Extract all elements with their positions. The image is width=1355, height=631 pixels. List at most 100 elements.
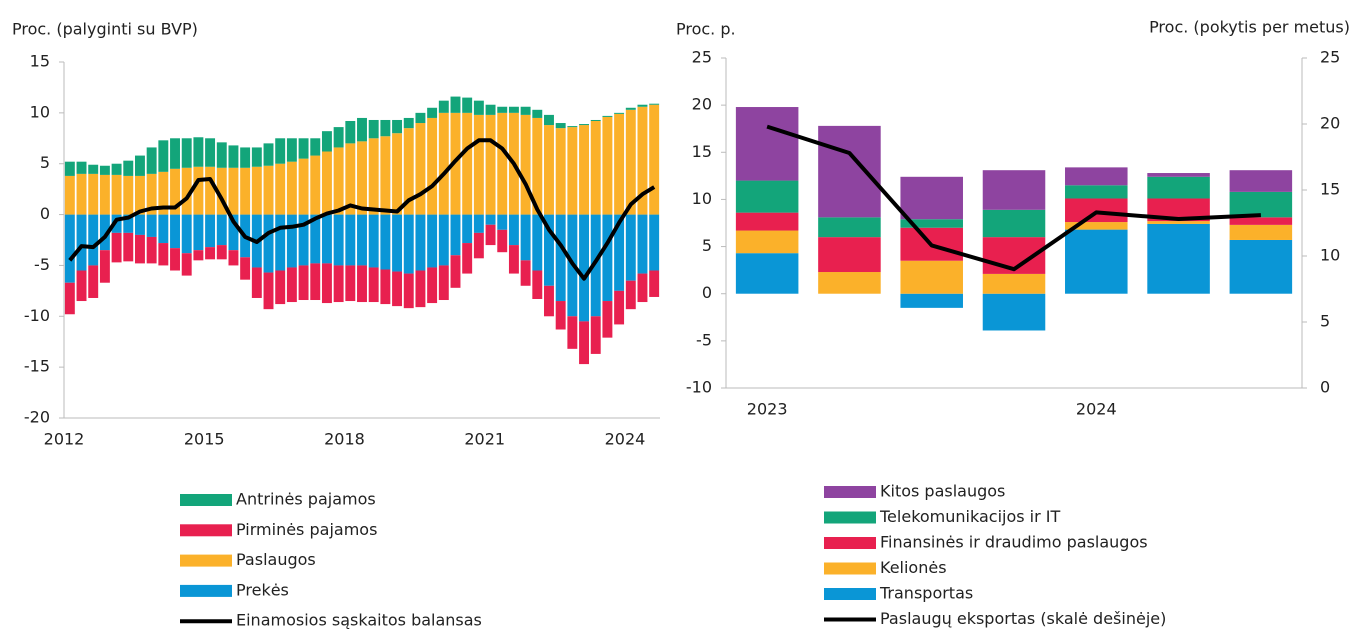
bar-segment [1147,173,1210,177]
bar-segment [735,107,799,181]
bar-segment [263,214,274,273]
bar-segment [158,243,169,266]
bar-segment [900,260,963,294]
bar-segment [134,155,145,176]
bar-segment [298,158,309,215]
legend-swatch [824,486,876,498]
legend-label: Kelionės [880,558,947,577]
bar-segment [590,120,601,215]
bar-segment [240,257,251,280]
bar-segment [321,151,332,215]
bar-segment [333,127,344,148]
bar-segment [216,167,227,215]
x-tick-label: 2024 [1076,400,1117,419]
y-tick-label: 10 [30,102,50,121]
bar-segment [251,166,262,215]
bar-segment [735,253,799,294]
bar-segment [473,114,484,215]
legend-label: Antrinės pajamos [236,490,376,509]
bar-segment [450,255,461,288]
bar-segment [298,214,309,266]
bar-segment [438,100,449,113]
y-tick-label: -5 [696,330,712,349]
bar-segment [357,265,367,303]
bar-segment [240,167,251,215]
bar-segment [1065,185,1128,199]
bar-segment [520,106,531,115]
bar-segment [310,138,321,156]
bar-segment [345,143,356,215]
bar-segment [427,117,438,215]
bar-segment [982,170,1046,210]
bar-segment [1229,217,1293,225]
bar-segment [462,112,473,215]
legend-label: Telekomunikacijos ir IT [879,507,1061,526]
bar-segment [532,214,543,271]
bar-segment [64,282,75,315]
y2-tick-label: 15 [1320,180,1340,199]
bar-segment [520,260,531,286]
bar-segment [216,214,227,246]
bar-segment [649,270,660,297]
bar-segment [1147,223,1210,294]
bar-segment [321,131,332,152]
bar-segment [368,119,379,139]
bar-segment [520,214,531,261]
bar-segment [275,270,286,305]
bar-segment [555,123,566,129]
bar-segment [99,174,110,215]
legend-swatch [824,588,876,600]
bar-segment [146,173,157,215]
bar-segment [99,214,110,251]
bar-segment [485,104,496,115]
bar-segment [900,293,963,308]
bar-segment [170,248,180,271]
bar-segment [263,165,274,215]
bar-segment [123,175,134,215]
bar-segment [590,119,601,121]
bar-segment [263,143,274,166]
bar-segment [76,214,87,271]
bar-segment [403,117,414,129]
bar-segment [649,103,660,105]
bar-segment [158,171,169,215]
bar-segment [625,214,636,281]
bar-segment [614,112,625,114]
bar-segment [205,166,216,215]
bar-segment [193,214,204,251]
x-tick-label: 2018 [324,430,365,449]
y-tick-label: -5 [34,255,50,274]
bar-segment [602,116,613,215]
y-tick-label: 15 [30,52,50,71]
bar-segment [205,247,216,260]
bar-segment [473,214,484,233]
bar-segment [76,270,87,302]
y-tick-label: -20 [24,408,50,427]
legend-label: Einamosios sąskaitos balansas [236,611,482,630]
bar-segment [649,214,660,271]
bar-segment [1229,191,1293,218]
y-tick-label: 0 [40,204,50,223]
bar-segment [380,136,391,215]
bar-segment [275,214,286,271]
legend-label: Paslaugos [236,550,316,569]
bar-segment [380,119,391,137]
bar-segment [88,173,99,215]
bar-segment [544,285,554,317]
bar-segment [275,138,286,164]
bar-segment [427,214,438,268]
bar-segment [497,106,508,113]
line-series [766,124,1261,272]
bar-segment [76,161,87,174]
bar-segment [579,125,590,215]
bar-segment [380,214,391,270]
legend-swatch [824,511,876,524]
bar-segment [637,106,648,215]
bar-segment [567,127,578,215]
bar-segment [368,138,379,215]
bar-segment [637,214,648,274]
bar-segment [590,316,601,354]
bar-segment [228,214,239,251]
bar-segment [286,138,297,162]
